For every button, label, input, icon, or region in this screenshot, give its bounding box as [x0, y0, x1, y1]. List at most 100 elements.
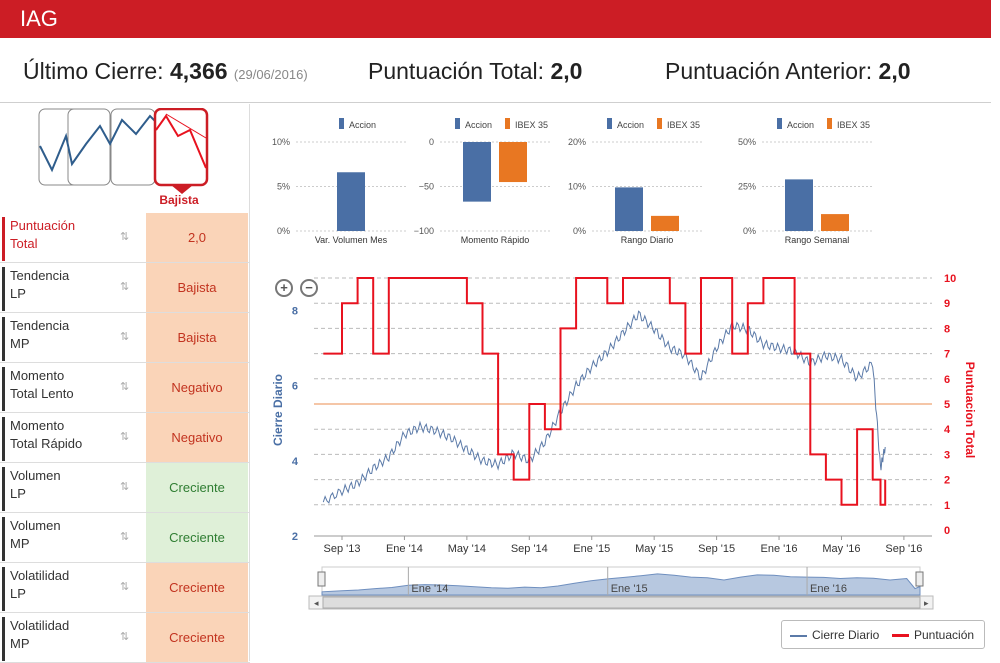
legend-label-cierre: Cierre Diario: [812, 628, 880, 642]
trend-line-down: [155, 114, 207, 169]
last-close-label: Último Cierre:: [23, 58, 164, 84]
y-tick-label: 25%: [738, 182, 756, 192]
indicator-label-line2: Total Lento: [10, 386, 74, 401]
right-y-tick-label: 4: [944, 424, 951, 436]
sort-icon[interactable]: ⇅: [120, 381, 130, 393]
x-tick-label: Sep '15: [698, 543, 735, 555]
ticker-title: IAG: [20, 6, 58, 31]
right-y-tick-label: 8: [944, 323, 950, 335]
indicator-label-line2: MP: [10, 336, 30, 351]
right-y-tick-label: 10: [944, 273, 956, 285]
bar-ibex-35: [821, 214, 849, 231]
total-score-value: 2,0: [550, 58, 583, 84]
indicator-value: Creciente: [146, 513, 248, 562]
indicator-label: Puntuación Total: [2, 217, 122, 261]
trend-card-3: [110, 108, 156, 186]
y-tick-label: −100: [414, 226, 434, 236]
legend-swatch: [607, 118, 612, 129]
sort-icon[interactable]: ⇅: [120, 231, 130, 243]
zoom-in-button[interactable]: +: [275, 279, 293, 297]
right-y-tick-label: 6: [944, 374, 950, 386]
indicator-row[interactable]: Volumen LP ⇅ Creciente: [0, 463, 250, 513]
indicator-label-line2: MP: [10, 536, 30, 551]
navigator-series: [321, 573, 921, 596]
indicator-row[interactable]: Volumen MP ⇅ Creciente: [0, 513, 250, 563]
indicator-row[interactable]: Tendencia MP ⇅ Bajista: [0, 313, 250, 363]
total-score-label: Puntuación Total:: [368, 58, 545, 84]
previous-score: Puntuación Anterior: 2,0: [665, 58, 911, 85]
last-close-date: (29/06/2016): [233, 67, 308, 82]
x-tick-label: Ene '14: [386, 543, 423, 555]
indicator-label-line2: MP: [10, 636, 30, 651]
indicator-label-line1: Tendencia: [10, 268, 70, 283]
legend-label: Accion: [465, 120, 492, 130]
mini-chart-1: 10% 5% 0% Accion Var. Volumen Mes: [272, 118, 406, 245]
legend-swatch: [777, 118, 782, 129]
indicator-value: Bajista: [146, 313, 248, 362]
indicator-row[interactable]: Tendencia LP ⇅ Bajista: [0, 263, 250, 313]
left-y-tick-label: 4: [292, 456, 299, 468]
left-axis-title: Cierre Diario: [271, 374, 285, 446]
indicator-label-line1: Volatilidad: [10, 568, 70, 583]
indicator-label: Tendencia MP: [2, 317, 122, 361]
mini-chart-title: Var. Volumen Mes: [315, 235, 388, 245]
bar-ibex-35: [499, 142, 527, 183]
scroll-left-arrow: ◂: [314, 598, 319, 608]
x-tick-label: Ene '15: [573, 543, 610, 555]
legend-swatch: [827, 118, 832, 129]
mini-chart-title: Rango Diario: [621, 235, 674, 245]
bar-accion: [337, 172, 365, 231]
legend-swatch: [455, 118, 460, 129]
indicator-value: Creciente: [146, 463, 248, 512]
navigator-label: Ene '16: [810, 583, 847, 595]
trend-label: Bajista: [159, 193, 199, 207]
total-score: Puntuación Total: 2,0: [368, 58, 582, 85]
right-y-tick-label: 1: [944, 500, 950, 512]
app-header: IAG: [0, 0, 991, 38]
mini-chart-2: 0 −50 −100 Accion IBEX 35 Momento Rápido: [414, 118, 550, 245]
sort-icon[interactable]: ⇅: [120, 581, 130, 593]
sort-icon[interactable]: ⇅: [120, 431, 130, 443]
y-tick-label: 10%: [272, 137, 290, 147]
indicator-value: 2,0: [146, 213, 248, 262]
trend-pointer: [171, 185, 193, 194]
mini-chart-4: 50% 25% 0% Accion IBEX 35 Rango Semanal: [738, 118, 872, 245]
legend-item-puntuacion[interactable]: Puntuación: [892, 628, 974, 642]
indicator-label-line1: Tendencia: [10, 318, 70, 333]
sort-icon[interactable]: ⇅: [120, 531, 130, 543]
indicator-label: Momento Total Rápido: [2, 417, 122, 461]
indicator-row[interactable]: Volatilidad LP ⇅ Creciente: [0, 563, 250, 613]
x-tick-label: May '14: [448, 543, 486, 555]
sort-icon[interactable]: ⇅: [120, 631, 130, 643]
sort-icon[interactable]: ⇅: [120, 331, 130, 343]
indicator-row[interactable]: Puntuación Total ⇅ 2,0: [0, 213, 250, 263]
right-y-tick-label: 7: [944, 349, 950, 361]
x-tick-label: Ene '16: [761, 543, 798, 555]
trend-card-2: [67, 108, 111, 186]
indicator-value: Creciente: [146, 613, 248, 662]
indicator-label-line2: Total: [10, 236, 38, 251]
scroll-right-arrow: ▸: [924, 598, 929, 608]
range-navigator: Ene '14 Ene '15 Ene '16 ◂ ▸: [308, 566, 934, 610]
indicator-label-line1: Momento: [10, 368, 65, 383]
legend-label: Accion: [617, 120, 644, 130]
sort-icon[interactable]: ⇅: [120, 281, 130, 293]
right-axis-title: Puntuacion Total: [963, 362, 977, 458]
sort-icon[interactable]: ⇅: [120, 481, 130, 493]
indicator-label: Volatilidad LP: [2, 567, 122, 611]
x-tick-label: Sep '13: [324, 543, 361, 555]
x-tick-label: Sep '14: [511, 543, 548, 555]
legend-item-cierre[interactable]: Cierre Diario: [790, 628, 879, 642]
indicator-row[interactable]: Momento Total Rápido ⇅ Negativo: [0, 413, 250, 463]
indicator-row[interactable]: Volatilidad MP ⇅ Creciente: [0, 613, 250, 663]
navigator-handle-right: [915, 571, 924, 587]
y-tick-label: 50%: [738, 137, 756, 147]
zoom-out-button[interactable]: −: [300, 279, 318, 297]
indicator-label-line1: Volumen: [10, 468, 61, 483]
indicator-label: Volumen LP: [2, 467, 122, 511]
indicator-value: Bajista: [146, 263, 248, 312]
bar-accion: [615, 187, 643, 231]
indicator-label-line2: LP: [10, 486, 26, 501]
indicator-row[interactable]: Momento Total Lento ⇅ Negativo: [0, 363, 250, 413]
y-tick-label: 0%: [743, 226, 756, 236]
